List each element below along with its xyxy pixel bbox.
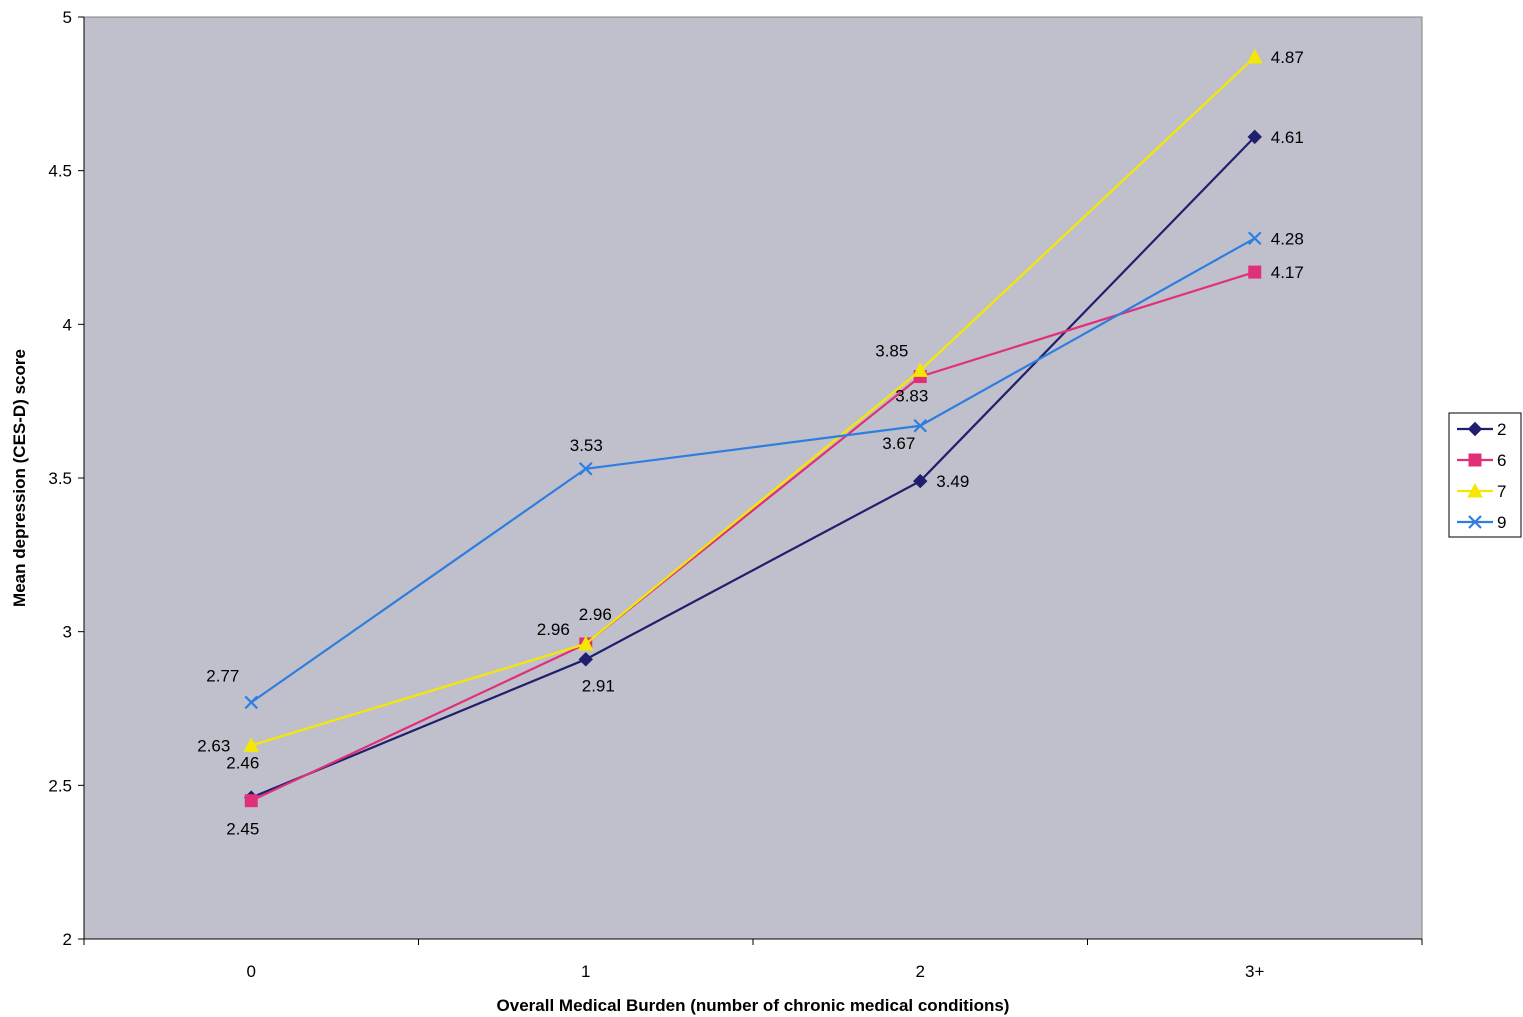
data-point-6-3 [1248, 265, 1262, 279]
y-tick-label: 3 [63, 623, 72, 642]
legend-item-2: 2 [1457, 420, 1506, 439]
data-label-9-1: 3.53 [570, 436, 603, 455]
data-label-2-3: 4.61 [1271, 128, 1304, 147]
legend-label: 7 [1497, 482, 1506, 501]
legend-item-6: 6 [1457, 451, 1506, 470]
y-axis: 2 2.5 3 3.5 4 4.5 5 [48, 8, 85, 949]
data-label-2-0: 2.46 [226, 754, 259, 773]
y-axis-title: Mean depression (CES-D) score [10, 349, 29, 607]
data-label-7-2: 3.85 [875, 341, 908, 360]
x-tick-label: 1 [581, 962, 590, 981]
y-tick-label: 5 [63, 8, 72, 27]
data-point-7-1 [577, 635, 594, 651]
data-point-9-0 [244, 695, 259, 710]
data-point-9-3 [1247, 231, 1262, 246]
y-tick-label: 3.5 [48, 469, 72, 488]
legend-label: 9 [1497, 513, 1506, 532]
data-label-2-1: 2.91 [582, 676, 615, 695]
x-tick-label: 3+ [1245, 962, 1264, 981]
x-tick-label: 0 [247, 962, 256, 981]
x-axis-title: Overall Medical Burden (number of chroni… [497, 996, 1010, 1015]
data-label-7-0: 2.63 [197, 736, 230, 755]
series-7 [243, 48, 1263, 752]
legend-item-7: 7 [1457, 482, 1506, 501]
legend-box [1448, 412, 1522, 538]
data-label-6-3: 4.17 [1271, 263, 1304, 282]
series-line-6 [250, 271, 1256, 802]
data-label-7-1: 2.96 [579, 605, 612, 624]
data-label-7-3: 4.87 [1271, 48, 1304, 67]
data-point-7-3 [1246, 48, 1263, 64]
data-point-7-2 [912, 362, 929, 377]
legend-label: 2 [1497, 420, 1506, 439]
legend-item-9: 9 [1457, 513, 1506, 532]
data-label-9-2: 3.67 [882, 434, 915, 453]
data-point-9-2 [913, 418, 928, 433]
data-label-6-0: 2.45 [226, 820, 259, 839]
data-point-6-0 [244, 794, 258, 808]
data-label-2-2: 3.49 [936, 472, 969, 491]
data-point-2-3 [1247, 129, 1262, 145]
legend-marker-2 [1467, 421, 1483, 437]
plot-area [83, 16, 1423, 940]
y-tick-label: 2.5 [48, 776, 72, 795]
series-line-9 [250, 237, 1256, 704]
series-layer [243, 48, 1263, 808]
data-label-9-0: 2.77 [206, 666, 239, 685]
y-tick-label: 4 [63, 315, 72, 334]
legend: 2 6 7 9 [1448, 412, 1522, 538]
series-9 [244, 231, 1262, 710]
data-label-6-2: 3.83 [895, 387, 928, 406]
data-label-layer: 2.46 2.91 3.49 4.61 2.45 2.96 3.83 4.17 2.63 2.96… [197, 48, 1304, 839]
legend-marker-9 [1468, 515, 1482, 529]
data-point-7-0 [243, 737, 260, 752]
y-tick-label: 2 [63, 930, 72, 949]
y-tick-label: 4.5 [48, 162, 72, 181]
data-label-6-1: 2.96 [537, 620, 570, 639]
series-line-7 [250, 56, 1256, 747]
series-line-2 [250, 136, 1256, 799]
x-tick-label: 2 [916, 962, 925, 981]
data-point-9-1 [578, 462, 593, 476]
data-label-9-3: 4.28 [1271, 229, 1304, 248]
legend-marker-6 [1468, 453, 1482, 467]
data-point-2-2 [913, 473, 928, 489]
legend-label: 6 [1497, 451, 1506, 470]
legend-marker-7 [1467, 482, 1483, 498]
data-point-2-1 [578, 652, 593, 667]
x-axis: 0 1 2 3+ [83, 938, 1423, 981]
